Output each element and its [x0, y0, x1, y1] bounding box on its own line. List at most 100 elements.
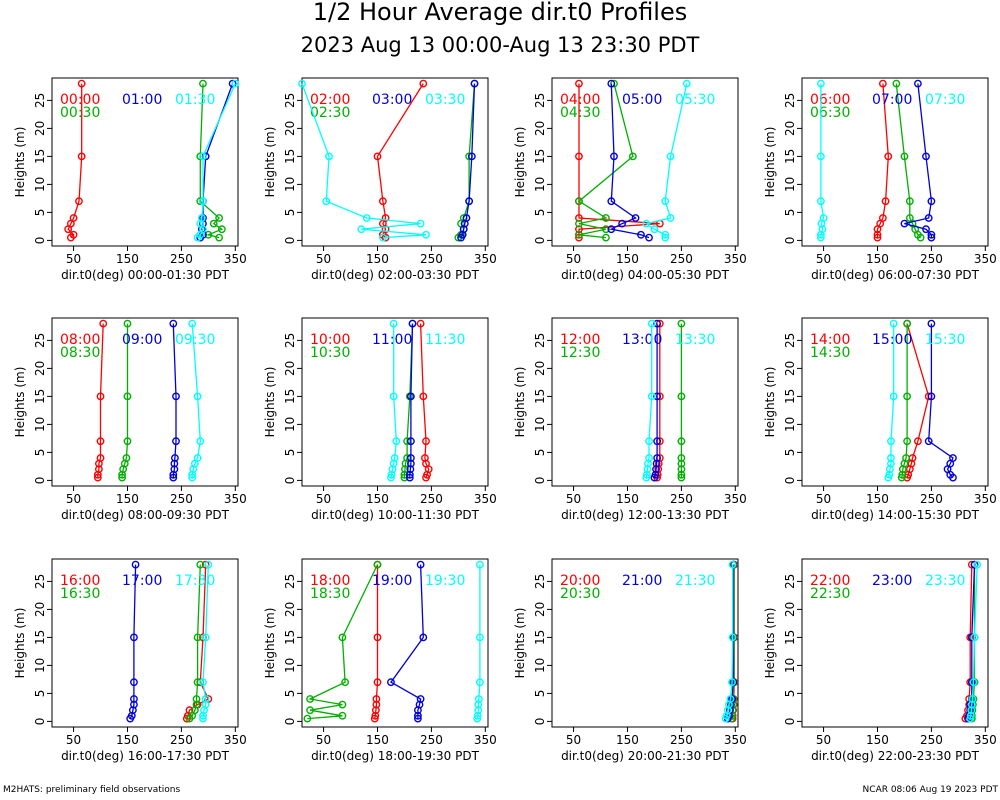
legend-label: 17:30 — [175, 573, 215, 589]
data-point — [970, 560, 979, 569]
data-point — [575, 79, 583, 88]
legend-label: 18:00 — [310, 573, 350, 589]
y-tick-label: 10 — [533, 177, 547, 192]
data-point — [970, 633, 979, 642]
y-tick-label: 15 — [783, 630, 797, 645]
y-axis-label: Heights (m) — [263, 367, 277, 438]
data-point — [199, 714, 207, 723]
x-tick-label: 250 — [920, 252, 943, 266]
data-point — [900, 219, 909, 228]
data-point — [172, 392, 180, 401]
x-tick-label: 50 — [66, 492, 81, 506]
x-tick-label: 50 — [316, 492, 331, 506]
data-point — [900, 152, 909, 161]
y-tick-label: 20 — [533, 121, 547, 136]
y-tick-label: 20 — [33, 121, 47, 136]
plot-frame — [801, 317, 989, 487]
plot-frame — [551, 77, 739, 247]
data-point — [201, 560, 210, 569]
panel: 50 150 250 350 0 5 10 15 20 25 dir.t0(deg) 20:00-2… — [513, 558, 747, 763]
data-point — [661, 230, 670, 239]
panel: 50 150 250 350 0 5 10 15 20 25 dir.t0(deg) 02:00-0… — [263, 77, 497, 282]
y-tick-label: 10 — [283, 658, 297, 673]
y-tick-label: 25 — [783, 333, 797, 348]
x-tick-label: 150 — [116, 252, 139, 266]
plot-frame — [801, 558, 989, 728]
y-tick-label: 0 — [283, 718, 297, 726]
y-tick-label: 0 — [283, 477, 297, 485]
data-point — [188, 473, 197, 482]
data-point — [416, 695, 425, 703]
x-axis-label: dir.t0(deg) 00:00-01:30 PDT — [61, 268, 230, 282]
data-point — [373, 678, 382, 687]
data-point — [199, 79, 207, 88]
data-point — [677, 465, 686, 474]
legend-label: 12:00 — [560, 332, 600, 348]
data-point — [197, 214, 206, 222]
plot-frame — [301, 317, 489, 487]
x-tick-label: 250 — [670, 733, 693, 747]
data-point — [306, 695, 314, 703]
y-tick-label: 20 — [533, 602, 547, 617]
x-tick-label: 350 — [474, 733, 497, 747]
data-point — [816, 197, 825, 206]
panel: 50 150 250 350 0 5 10 15 20 25 dir.t0(deg) 10:00-1… — [263, 317, 497, 522]
y-axis-label: Heights (m) — [13, 608, 27, 679]
data-point — [407, 459, 415, 468]
data-point — [378, 197, 387, 206]
y-tick-label: 5 — [783, 209, 797, 217]
legend-label: 22:00 — [810, 573, 850, 589]
x-tick-label: 50 — [316, 733, 331, 747]
data-point — [303, 714, 312, 723]
x-tick-label: 150 — [366, 252, 389, 266]
y-tick-label: 15 — [33, 149, 47, 164]
data-point — [647, 392, 656, 401]
data-point — [130, 700, 138, 709]
data-point — [95, 465, 103, 474]
data-point — [816, 152, 825, 161]
data-point — [642, 470, 651, 479]
y-tick-label: 15 — [783, 389, 797, 404]
x-tick-label: 350 — [474, 252, 497, 266]
x-tick-label: 350 — [224, 252, 247, 266]
legend-label: 15:30 — [925, 332, 965, 348]
x-tick-label: 250 — [670, 492, 693, 506]
x-tick-label: 150 — [116, 733, 139, 747]
data-point — [651, 470, 660, 479]
data-point — [96, 454, 105, 462]
data-point — [422, 230, 430, 239]
data-point — [927, 197, 936, 206]
x-tick-label: 150 — [866, 733, 889, 747]
data-point — [927, 392, 936, 401]
y-tick-label: 20 — [283, 121, 297, 136]
data-point — [172, 437, 180, 446]
data-point — [873, 233, 882, 242]
legend-label: 23:00 — [872, 573, 912, 589]
data-point — [728, 633, 737, 642]
data-point — [467, 152, 476, 161]
x-tick-label: 250 — [170, 733, 193, 747]
data-point — [188, 319, 197, 328]
y-tick-label: 0 — [33, 477, 47, 485]
y-tick-label: 10 — [283, 177, 297, 192]
x-tick-label: 50 — [66, 252, 81, 266]
data-point — [628, 152, 637, 161]
chart-subtitle: 2023 Aug 13 00:00-Aug 13 23:30 PDT — [301, 33, 700, 57]
legend-label: 22:30 — [810, 586, 850, 602]
data-point — [924, 214, 933, 222]
data-point — [816, 79, 825, 88]
legend-label: 11:30 — [425, 332, 465, 348]
x-tick-label: 350 — [724, 252, 747, 266]
x-axis-label: dir.t0(deg) 08:00-09:30 PDT — [61, 508, 230, 522]
data-point — [421, 454, 429, 462]
y-tick-label: 25 — [283, 93, 297, 108]
data-point — [881, 197, 890, 206]
data-point — [969, 678, 978, 687]
legend-label: 00:00 — [60, 92, 100, 108]
y-axis-label: Heights (m) — [13, 127, 27, 198]
data-point — [728, 678, 736, 687]
data-point — [602, 225, 610, 234]
legend-label: 14:00 — [810, 332, 850, 348]
data-point — [949, 454, 957, 462]
